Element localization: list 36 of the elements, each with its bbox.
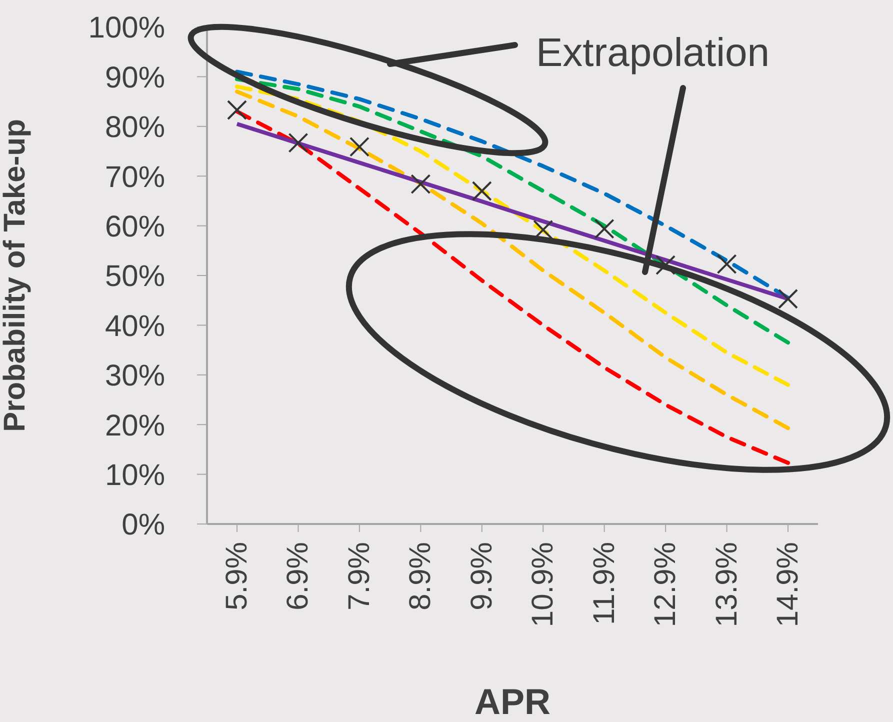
- x-tick-label: 5.9%: [220, 542, 254, 610]
- x-tick-label: 8.9%: [404, 542, 438, 610]
- point: [533, 220, 554, 240]
- point: [288, 132, 308, 153]
- x-tick-label: 7.9%: [342, 542, 376, 610]
- line-series: [235, 77, 790, 345]
- point: [349, 136, 370, 157]
- y-tick-label: 90%: [104, 61, 165, 94]
- x-axis-title: APR: [474, 681, 551, 722]
- x-tick-label: 10.9%: [526, 542, 560, 628]
- point: [410, 174, 431, 194]
- point: [778, 288, 798, 309]
- x-tick-label: 12.9%: [649, 542, 682, 628]
- y-tick-label: 20%: [104, 409, 165, 442]
- line-series: [235, 122, 790, 301]
- y-tick-label: 70%: [104, 160, 165, 194]
- y-tick-label: 40%: [104, 310, 165, 343]
- y-tick-label: 50%: [104, 260, 165, 294]
- y-tick-label: 0%: [122, 508, 165, 542]
- point: [472, 181, 492, 202]
- y-tick-label: 100%: [88, 12, 165, 45]
- y-tick-label: 10%: [104, 458, 165, 492]
- point: [227, 100, 247, 120]
- x-tick-label: 6.9%: [282, 542, 315, 610]
- x-tick-label: 13.9%: [710, 542, 744, 628]
- y-tick-label: 30%: [104, 360, 165, 393]
- point: [656, 255, 676, 276]
- x-tick-label: 11.9%: [588, 542, 621, 625]
- point: [594, 218, 614, 239]
- annotation: Extrapolation: [536, 31, 770, 75]
- x-tick-label: 9.9%: [465, 542, 498, 610]
- y-axis-title: Probability of Take-up: [0, 119, 32, 432]
- point: [716, 254, 737, 274]
- y-tick-label: 60%: [104, 210, 165, 244]
- y-tick-label: 80%: [104, 111, 165, 144]
- x-tick-label: 14.9%: [772, 542, 804, 628]
